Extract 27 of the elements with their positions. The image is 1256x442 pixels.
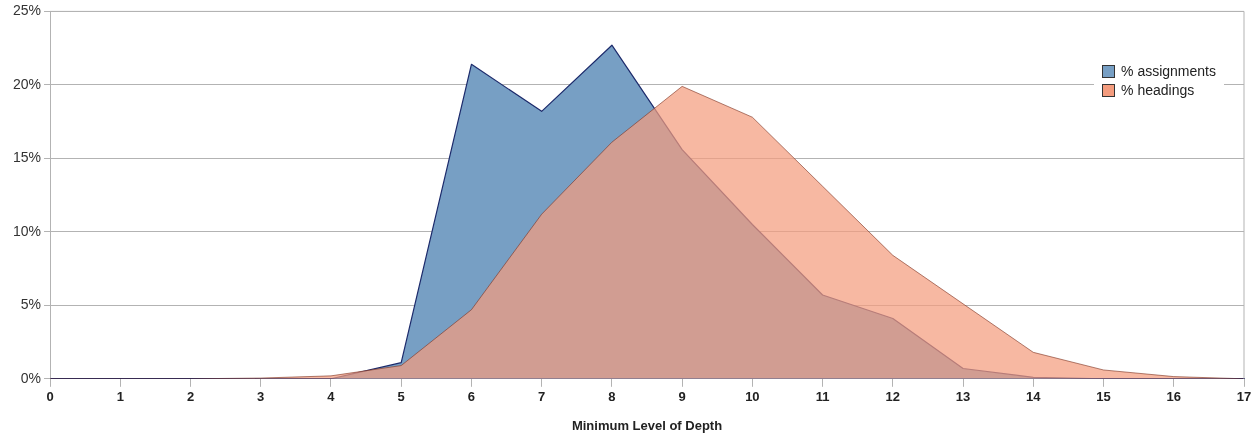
x-tick-label: 10 <box>745 389 760 405</box>
y-tick-label: 10% <box>12 222 42 239</box>
x-tick-label: 16 <box>1166 389 1181 405</box>
x-tick-label: 1 <box>116 389 124 405</box>
x-tick-label: 14 <box>1026 389 1042 405</box>
x-tick-label: 17 <box>1236 389 1252 405</box>
y-tick-label: 25% <box>12 2 42 19</box>
x-axis-title: Minimum Level of Depth <box>571 417 723 433</box>
y-tick-label: 15% <box>12 149 42 166</box>
x-tick-label: 4 <box>327 389 336 405</box>
x-tick-label: 3 <box>257 389 265 405</box>
legend-label: % headings <box>1121 82 1195 99</box>
x-tick-label: 12 <box>885 389 901 405</box>
x-tick-label: 0 <box>46 389 54 405</box>
y-tick-label: 0% <box>20 369 42 386</box>
legend-label: % assignments <box>1121 63 1216 80</box>
x-tick-label: 15 <box>1096 389 1111 405</box>
x-tick-label: 8 <box>608 389 616 405</box>
x-tick-label: 6 <box>467 389 476 405</box>
x-tick-label: 11 <box>815 389 830 405</box>
x-tick-label: 9 <box>678 389 686 405</box>
y-tick-label: 5% <box>20 296 42 313</box>
x-tick-label: 13 <box>955 389 971 405</box>
x-tick-label: 5 <box>397 389 405 405</box>
x-tick-label: 2 <box>186 389 195 405</box>
x-tick-label: 7 <box>538 389 546 405</box>
y-tick-label: 20% <box>12 75 42 92</box>
